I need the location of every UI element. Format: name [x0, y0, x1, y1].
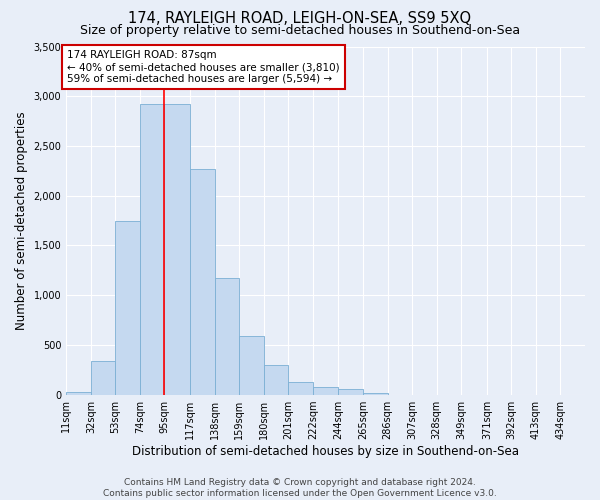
X-axis label: Distribution of semi-detached houses by size in Southend-on-Sea: Distribution of semi-detached houses by … — [132, 444, 519, 458]
Y-axis label: Number of semi-detached properties: Number of semi-detached properties — [15, 111, 28, 330]
Bar — [66, 392, 91, 394]
Bar — [190, 169, 215, 394]
Bar — [91, 361, 115, 394]
Text: Size of property relative to semi-detached houses in Southend-on-Sea: Size of property relative to semi-detach… — [80, 24, 520, 37]
Bar — [239, 336, 264, 394]
Text: 174 RAYLEIGH ROAD: 87sqm
← 40% of semi-detached houses are smaller (3,810)
59% o: 174 RAYLEIGH ROAD: 87sqm ← 40% of semi-d… — [67, 50, 340, 84]
Text: 174, RAYLEIGH ROAD, LEIGH-ON-SEA, SS9 5XQ: 174, RAYLEIGH ROAD, LEIGH-ON-SEA, SS9 5X… — [128, 11, 472, 26]
Bar — [164, 104, 190, 395]
Bar — [215, 278, 239, 394]
Bar — [313, 387, 338, 394]
Bar — [288, 382, 313, 394]
Bar — [140, 104, 164, 395]
Bar — [363, 392, 388, 394]
Bar — [338, 389, 363, 394]
Text: Contains HM Land Registry data © Crown copyright and database right 2024.
Contai: Contains HM Land Registry data © Crown c… — [103, 478, 497, 498]
Bar — [115, 220, 140, 394]
Bar — [264, 364, 288, 394]
